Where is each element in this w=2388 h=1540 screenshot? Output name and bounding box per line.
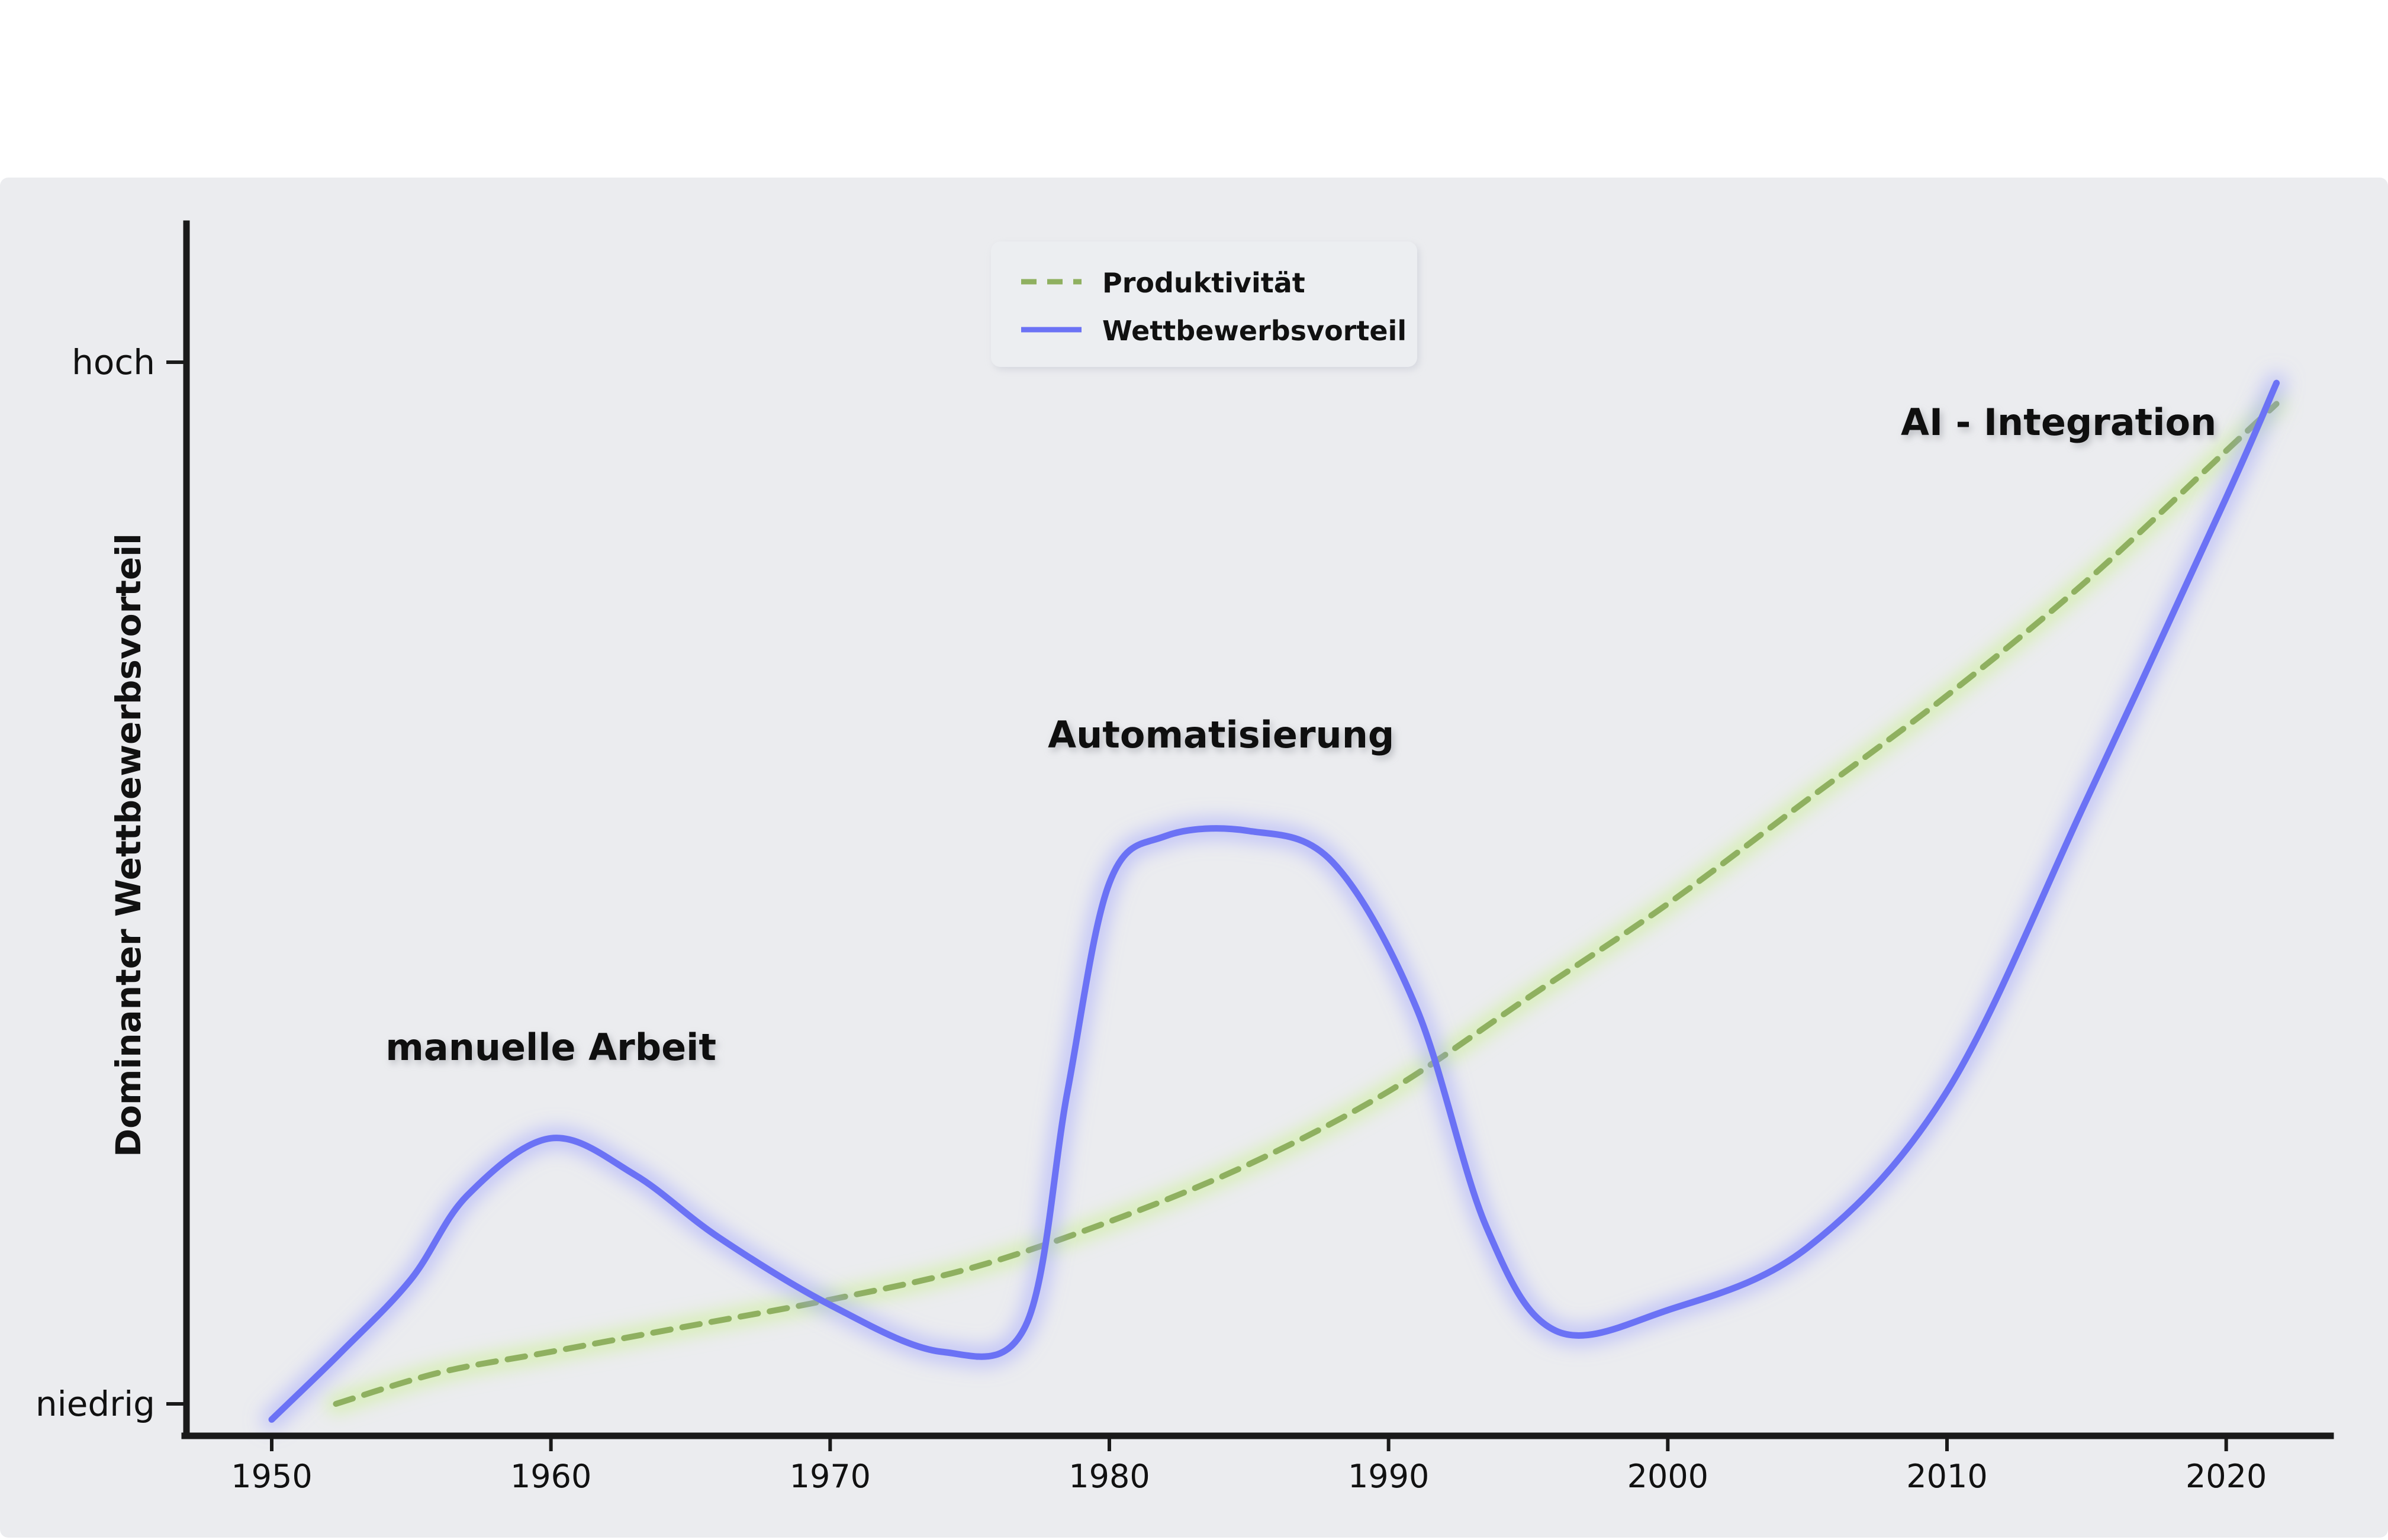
x-tick-label-1980: 1980 <box>1069 1458 1150 1495</box>
legend-box <box>991 241 1417 367</box>
annotation-manuelle-arbeit: manuelle Arbeit <box>385 1026 716 1069</box>
legend: Produktivität Wettbewerbsvorteil <box>991 241 1420 370</box>
series-layer <box>262 373 2287 1430</box>
plot-background <box>0 178 2388 1538</box>
annotation-ai-integration: AI - Integration <box>1901 401 2216 444</box>
x-tick-label-2010: 2010 <box>1906 1458 1987 1495</box>
series-line-wettbewerbsvorteil <box>268 379 2280 1423</box>
y-tick-label-hoch: hoch <box>72 342 155 382</box>
x-tick-label-1960: 1960 <box>510 1458 591 1495</box>
y-axis-label: Dominanter Wettbewerbsvorteil <box>108 533 149 1157</box>
ticks: 1950 1960 1970 1980 1990 2000 2010 2020 niedrig h… <box>36 342 2267 1495</box>
axes <box>181 220 2334 1439</box>
x-tick-label-1950: 1950 <box>231 1458 312 1495</box>
annotation-shadow-manuelle-arbeit: manuelle Arbeit <box>388 1029 719 1072</box>
legend-label-wettbewerbsvorteil: Wettbewerbsvorteil <box>1102 315 1407 347</box>
x-tick-label-1990: 1990 <box>1348 1458 1429 1495</box>
legend-label-produktivitaet: Produktivität <box>1102 267 1305 299</box>
annotation-automatisierung: Automatisierung <box>1048 713 1394 756</box>
x-tick-label-1970: 1970 <box>790 1458 871 1495</box>
y-tick-label-niedrig: niedrig <box>36 1384 155 1424</box>
annotation-shadow-ai-integration: AI - Integration <box>1903 404 2219 447</box>
annotation-shadow-automatisierung: Automatisierung <box>1050 717 1396 760</box>
x-tick-label-2000: 2000 <box>1627 1458 1708 1495</box>
series-line-produktivitaet <box>333 401 2280 1407</box>
x-tick-label-2020: 2020 <box>2186 1458 2267 1495</box>
